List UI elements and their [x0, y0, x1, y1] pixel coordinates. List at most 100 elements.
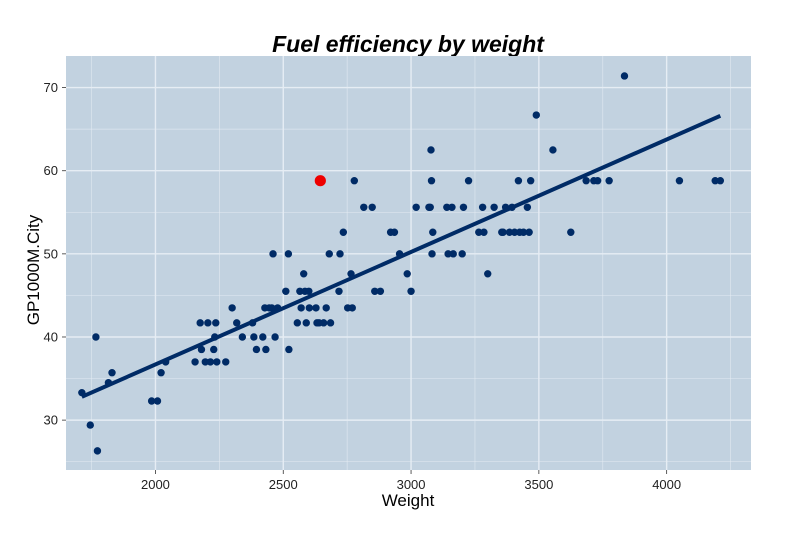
data-point: [93, 447, 102, 455]
data-point: [514, 176, 523, 185]
data-point: [312, 304, 320, 312]
data-point: [153, 397, 162, 405]
data-point: [147, 397, 156, 405]
data-point: [368, 203, 376, 212]
data-point: [282, 287, 290, 295]
data-point: [92, 333, 100, 341]
y-tick-label: 40: [44, 329, 58, 344]
regression-line: [81, 114, 722, 399]
data-point: [675, 176, 684, 185]
highlighted-point: [314, 175, 326, 187]
x-tick-label: 2000: [141, 477, 170, 492]
data-point: [296, 287, 304, 295]
data-point: [407, 287, 415, 295]
y-axis-label: GP1000M.City: [24, 214, 43, 325]
data-point: [271, 333, 279, 341]
data-point: [582, 176, 590, 185]
data-point: [525, 228, 533, 236]
x-tick-label: 3500: [524, 477, 553, 492]
data-point: [212, 319, 220, 327]
data-point: [428, 250, 436, 258]
minor-gridlines: [66, 56, 751, 470]
y-axis-ticks: 30 40 50 60 70: [44, 80, 66, 428]
x-tick-label: 2500: [269, 477, 298, 492]
data-point: [197, 345, 206, 354]
data-point: [325, 250, 333, 258]
data-point: [549, 146, 557, 154]
data-point: [191, 358, 199, 366]
data-point: [427, 146, 435, 154]
major-gridlines: [66, 56, 751, 470]
data-point: [322, 304, 330, 312]
y-tick-label: 30: [44, 413, 58, 428]
data-point: [444, 250, 452, 258]
data-point: [427, 176, 436, 185]
data-point: [250, 333, 258, 341]
data-point: [210, 345, 218, 354]
data-point: [371, 287, 379, 295]
data-point: [490, 203, 498, 212]
data-point: [348, 304, 356, 312]
data-point: [376, 287, 385, 295]
data-point: [222, 358, 230, 366]
data-point: [448, 203, 456, 212]
highlighted-points: [314, 175, 326, 187]
data-point: [238, 333, 247, 341]
y-tick-label: 50: [44, 246, 58, 261]
data-point: [443, 203, 451, 212]
data-point: [532, 111, 540, 119]
data-point: [268, 304, 276, 312]
data-point: [206, 358, 215, 366]
data-point: [284, 250, 293, 258]
data-point: [339, 228, 348, 236]
data-point: [350, 176, 359, 185]
data-point: [201, 358, 210, 366]
data-point: [204, 319, 212, 327]
data-point: [390, 228, 399, 236]
data-point: [458, 250, 466, 258]
data-point: [464, 176, 473, 185]
data-point: [426, 203, 434, 212]
data-point: [429, 228, 437, 236]
data-point: [360, 203, 368, 212]
data-point: [297, 304, 305, 312]
data-point: [593, 176, 602, 185]
data-point: [523, 203, 532, 212]
data-point: [475, 228, 483, 236]
data-point: [259, 333, 267, 341]
data-point: [326, 319, 335, 327]
data-point: [300, 270, 308, 278]
x-axis-label: Weight: [382, 491, 435, 510]
data-point: [196, 319, 204, 327]
data-point: [403, 270, 411, 278]
data-point: [567, 228, 575, 236]
data-point: [519, 228, 528, 236]
data-point: [319, 319, 328, 327]
data-point: [305, 304, 314, 312]
data-point: [213, 358, 221, 366]
data-point: [157, 369, 165, 377]
data-point: [711, 176, 719, 185]
data-point: [478, 203, 487, 212]
data-point: [335, 287, 343, 295]
data-point: [510, 228, 519, 236]
data-point: [526, 176, 535, 185]
data-point: [412, 203, 420, 212]
data-point: [228, 304, 236, 312]
x-axis-ticks: 2000 2500 3000 3500 4000: [141, 470, 681, 492]
data-point: [605, 176, 613, 185]
y-tick-label: 70: [44, 80, 58, 95]
data-point: [620, 72, 629, 80]
data-point: [305, 287, 313, 295]
data-point: [233, 319, 241, 327]
plot-panel: [66, 56, 751, 470]
data-point: [484, 270, 492, 278]
data-point: [480, 228, 488, 236]
x-tick-label: 4000: [652, 477, 681, 492]
data-point: [269, 250, 277, 258]
data-point: [108, 369, 116, 377]
data-point: [336, 250, 344, 258]
data-point: [459, 203, 468, 212]
chart-title: Fuel efficiency by weight: [272, 31, 545, 57]
